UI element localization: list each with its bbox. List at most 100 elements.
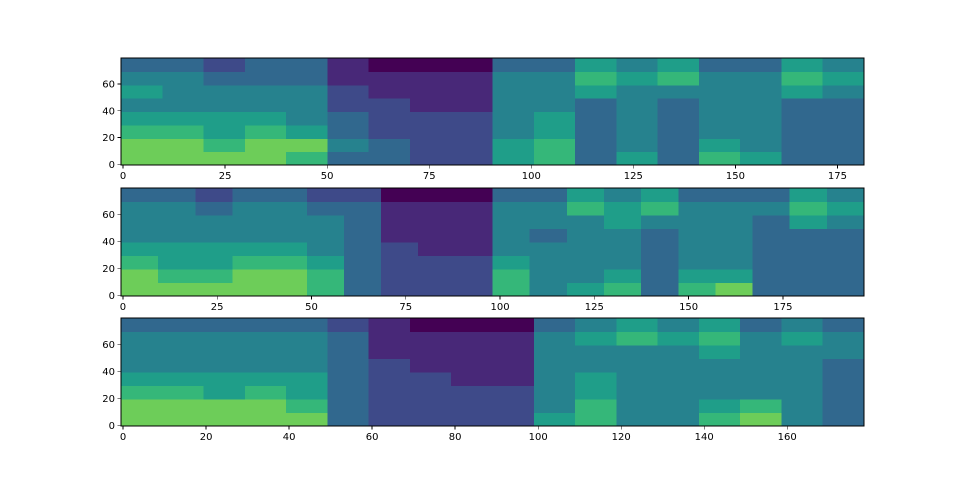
heat-cell bbox=[492, 228, 531, 243]
heat-cell bbox=[678, 282, 716, 297]
heat-cell bbox=[121, 385, 163, 400]
heat-cell bbox=[822, 58, 865, 72]
heat-cell bbox=[418, 188, 456, 203]
heat-cell bbox=[566, 201, 605, 216]
heat-cell bbox=[203, 98, 246, 113]
heat-cell bbox=[657, 412, 700, 427]
heat-cell bbox=[409, 372, 452, 387]
heat-cell bbox=[740, 399, 783, 414]
heat-cell bbox=[740, 124, 783, 139]
heat-cell bbox=[641, 215, 679, 230]
heat-cell bbox=[575, 372, 617, 387]
heat-cell bbox=[269, 282, 308, 297]
heat-cell bbox=[451, 124, 494, 139]
heat-cell bbox=[616, 151, 659, 166]
heat-cell bbox=[616, 84, 659, 99]
y-tick-label: 60 bbox=[102, 210, 115, 221]
heat-cell bbox=[822, 399, 865, 414]
heat-cell bbox=[409, 385, 452, 400]
heat-cell bbox=[657, 58, 700, 72]
heat-cell bbox=[715, 201, 754, 216]
heat-cell bbox=[715, 188, 754, 203]
heat-cell bbox=[286, 399, 328, 414]
heat-cell bbox=[678, 269, 716, 284]
heat-cell bbox=[244, 372, 287, 387]
heat-cell bbox=[327, 151, 370, 166]
heat-cell bbox=[381, 188, 419, 203]
heat-cell bbox=[529, 228, 568, 243]
heat-cell bbox=[740, 98, 783, 113]
heat-cell bbox=[822, 358, 865, 373]
heat-cell bbox=[822, 331, 865, 346]
heat-cell bbox=[327, 318, 370, 333]
heat-cell bbox=[381, 215, 419, 230]
heat-cell bbox=[781, 385, 824, 400]
heat-cell bbox=[492, 255, 531, 270]
heat-cell bbox=[575, 58, 617, 72]
heat-cell bbox=[492, 412, 535, 427]
x-tick-label: 80 bbox=[449, 432, 462, 443]
y-tick-label: 60 bbox=[102, 80, 115, 91]
heat-cell bbox=[678, 188, 716, 203]
heat-cell bbox=[327, 84, 370, 99]
heat-cell bbox=[455, 215, 494, 230]
heat-cell bbox=[162, 98, 205, 113]
heat-cell bbox=[533, 358, 576, 373]
heat-cell bbox=[162, 111, 205, 126]
heat-cell bbox=[822, 111, 865, 126]
heat-cell bbox=[616, 372, 659, 387]
heat-cell bbox=[575, 124, 617, 139]
heat-cell bbox=[715, 215, 754, 230]
heat-cell bbox=[121, 255, 159, 270]
heat-cell bbox=[203, 399, 246, 414]
heat-cell bbox=[368, 98, 411, 113]
heat-cell bbox=[533, 399, 576, 414]
heat-cell bbox=[451, 84, 494, 99]
heat-cell bbox=[789, 228, 828, 243]
heat-cell bbox=[451, 138, 494, 153]
heat-cell bbox=[451, 98, 494, 113]
heat-cell bbox=[715, 228, 754, 243]
heat-cell bbox=[343, 242, 382, 257]
heat-cell bbox=[533, 372, 576, 387]
heat-cell bbox=[158, 255, 196, 270]
heat-cell bbox=[269, 215, 308, 230]
heat-cell bbox=[492, 269, 531, 284]
heat-cell bbox=[306, 282, 345, 297]
x-tick-label: 125 bbox=[585, 302, 604, 313]
heat-cell bbox=[641, 269, 679, 284]
heat-cell bbox=[715, 282, 754, 297]
heat-cell bbox=[740, 372, 783, 387]
heat-cell bbox=[616, 111, 659, 126]
heat-cell bbox=[533, 124, 576, 139]
heat-cell bbox=[789, 215, 828, 230]
heat-cell bbox=[162, 138, 205, 153]
heat-cell bbox=[409, 98, 452, 113]
heat-cell bbox=[492, 138, 535, 153]
heat-cell bbox=[203, 84, 246, 99]
heat-cell bbox=[789, 242, 828, 257]
heat-cell bbox=[418, 228, 456, 243]
heat-cell bbox=[698, 358, 741, 373]
heat-cell bbox=[698, 151, 741, 166]
heat-cell bbox=[343, 215, 382, 230]
heat-cell bbox=[740, 138, 783, 153]
heat-cell bbox=[343, 255, 382, 270]
x-tick-label: 100 bbox=[529, 432, 548, 443]
heat-cell bbox=[533, 84, 576, 99]
heat-cell bbox=[781, 358, 824, 373]
heat-cell bbox=[327, 385, 370, 400]
heat-cell bbox=[121, 58, 163, 72]
heat-cell bbox=[343, 269, 382, 284]
heat-cell bbox=[368, 111, 411, 126]
heat-cell bbox=[641, 282, 679, 297]
heat-cell bbox=[533, 331, 576, 346]
heat-cell bbox=[698, 58, 741, 72]
heat-cell bbox=[575, 318, 617, 333]
heat-cell bbox=[822, 84, 865, 99]
heat-cell bbox=[244, 71, 287, 86]
heat-cell bbox=[492, 201, 531, 216]
heat-cell bbox=[121, 215, 159, 230]
x-tick-label: 40 bbox=[283, 432, 296, 443]
x-tick-label: 175 bbox=[828, 171, 847, 182]
